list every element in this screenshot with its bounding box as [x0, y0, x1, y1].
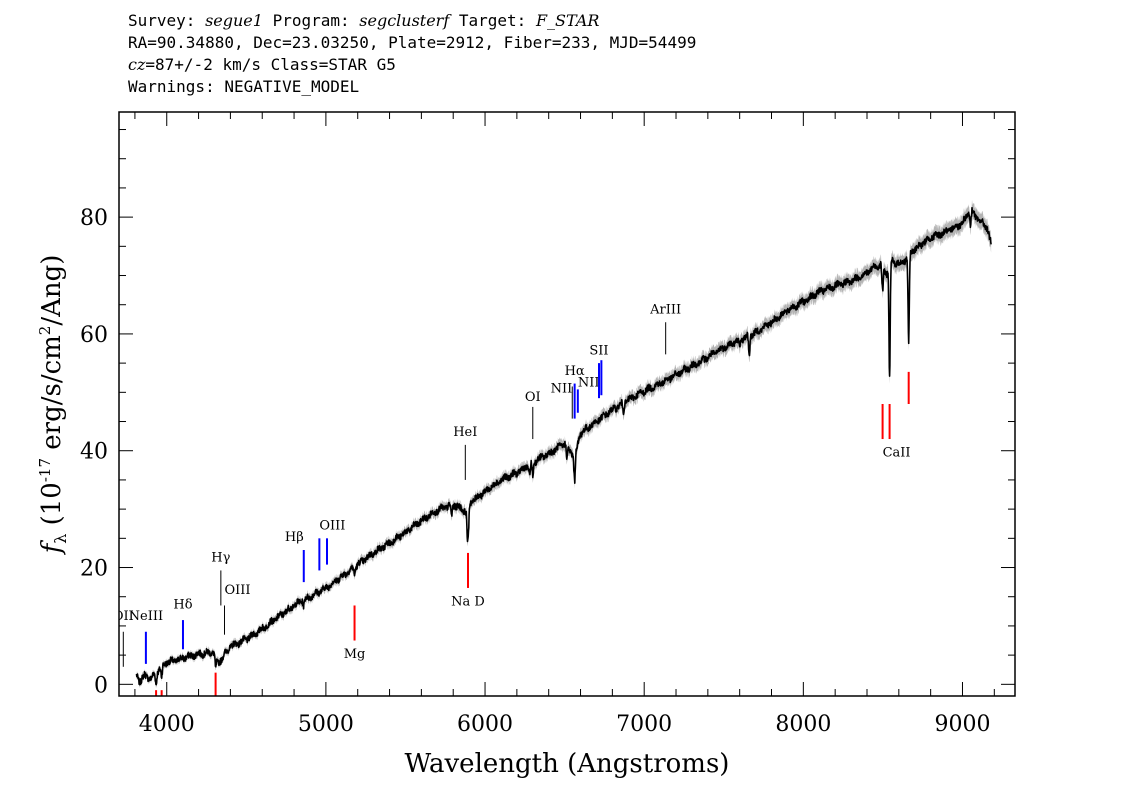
- line-label-neiii: NeIII: [129, 609, 163, 624]
- y-axis-title-part: (10: [37, 482, 67, 534]
- x-axis-title: Wavelength (Angstroms): [405, 749, 730, 779]
- line-markers: OIINeIIIHδHγOIIIHβOIIIHeIOINIIHαNIISIIAr…: [113, 302, 911, 696]
- y-axis-title-part: 2: [36, 326, 54, 336]
- y-axis-title: fλ (10-17 erg/s/cm2/Ang): [36, 255, 70, 556]
- line-label-caii: CaII: [883, 446, 911, 461]
- y-tick-label: 0: [94, 673, 108, 698]
- plot-area: [135, 199, 992, 688]
- redshift-class-text: =87+/-2 km/s Class=STAR G5: [145, 55, 396, 74]
- x-tick-label: 9000: [934, 712, 990, 737]
- x-tick-label: 4000: [139, 712, 195, 737]
- survey-value: segue1: [205, 11, 263, 30]
- program-label: Program:: [262, 11, 360, 30]
- line-label-oiii: OIII: [319, 519, 345, 534]
- plot-frame: [118, 111, 1016, 697]
- line-label-oi: OI: [525, 390, 541, 405]
- line-label-sii: SII: [589, 343, 608, 358]
- survey-label: Survey:: [128, 11, 206, 30]
- line-label-nii: NII: [578, 375, 600, 390]
- y-tick-label: 20: [80, 557, 108, 582]
- header-line-warnings: Warnings: NEGATIVE_MODEL: [128, 77, 360, 96]
- spectrum-header: Survey: segue1 Program: segclusterf Targ…: [128, 10, 696, 98]
- line-label-nii: NII: [551, 381, 573, 396]
- y-tick-label: 40: [80, 440, 108, 465]
- program-value: segclusterf: [359, 11, 450, 30]
- y-axis-title-part: /Ang): [37, 255, 67, 326]
- line-label-hei: HeI: [453, 425, 477, 440]
- x-tick-label: 6000: [457, 712, 513, 737]
- line-label-h-: Hβ: [285, 530, 304, 545]
- header-line-survey: Survey: segue1 Program: segclusterf Targ…: [128, 10, 696, 32]
- line-label-h-: Hδ: [173, 597, 192, 612]
- spectrum-line: [135, 206, 992, 686]
- line-label-h-: Hγ: [211, 551, 230, 566]
- target-value: F_STAR: [535, 11, 600, 30]
- target-label: Target:: [449, 11, 536, 30]
- line-label-ariii: ArIII: [649, 302, 681, 317]
- line-label-oii: OII: [113, 609, 134, 624]
- y-axis-title-part: -17: [36, 458, 54, 482]
- y-axis-title-part: λ: [51, 534, 70, 544]
- y-tick-label: 60: [80, 323, 108, 348]
- header-line-coordinates: RA=90.34880, Dec=23.03250, Plate=2912, F…: [128, 33, 697, 52]
- x-tick-label: 7000: [616, 712, 672, 737]
- axis-ticks: 4000 5000 6000 7000 8000 9000 0 20 40 60 80: [80, 112, 1015, 737]
- x-tick-label: 8000: [775, 712, 831, 737]
- x-tick-label: 5000: [298, 712, 354, 737]
- cz-label: cz: [128, 55, 146, 74]
- line-label-h-: Hα: [565, 364, 585, 379]
- line-label-mg: Mg: [344, 647, 366, 662]
- y-tick-label: 80: [80, 206, 108, 231]
- line-label-oiii: OIII: [225, 583, 251, 598]
- y-axis-title-part: erg/s/cm: [37, 335, 67, 458]
- line-label-na-d: Na D: [451, 594, 485, 609]
- header-line-redshift: cz=87+/-2 km/s Class=STAR G5: [128, 54, 696, 76]
